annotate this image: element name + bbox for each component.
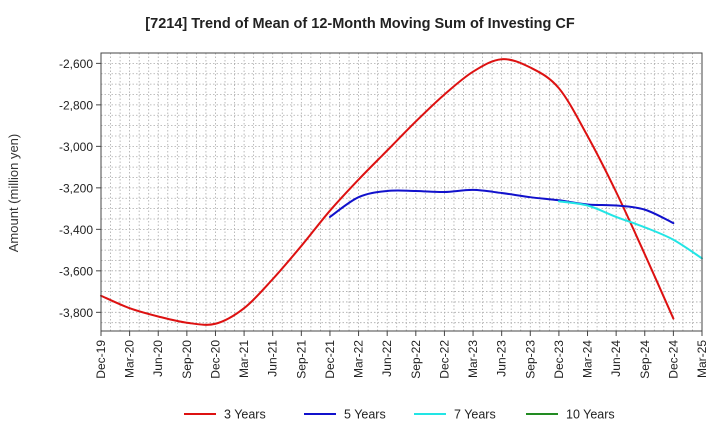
y-tick-label: -2,800 (59, 98, 93, 112)
x-tick-label: Mar-23 (466, 340, 480, 378)
y-tick-label: -3,400 (59, 223, 93, 237)
x-tick-label: Sep-24 (638, 340, 652, 379)
legend-label: 5 Years (344, 408, 386, 422)
x-tick-label: Dec-22 (437, 340, 451, 379)
y-tick-label: -3,200 (59, 181, 93, 195)
plot-area-frame (100, 52, 703, 332)
x-tick-label: Dec-23 (552, 340, 566, 379)
series-line-5-years (328, 188, 675, 225)
grid-lines (101, 53, 702, 331)
x-tick-label: Jun-22 (380, 340, 394, 377)
legend-label: 3 Years (224, 408, 266, 422)
y-tick-label: -3,800 (59, 306, 93, 320)
legend-label: 10 Years (566, 408, 615, 422)
x-tick-label: Mar-20 (123, 340, 137, 378)
x-tick-label: Dec-24 (666, 340, 680, 379)
x-tick-label: Mar-24 (581, 340, 595, 378)
legend-label: 7 Years (454, 408, 496, 422)
x-tick-label: Mar-25 (695, 340, 709, 378)
chart-title: [7214] Trend of Mean of 12-Month Moving … (145, 16, 575, 32)
x-tick-label: Jun-21 (266, 340, 280, 377)
x-tick-label: Dec-20 (208, 340, 222, 379)
y-tick-label: -3,600 (59, 264, 93, 278)
x-tick-label: Jun-20 (151, 340, 165, 377)
x-tick-label: Mar-21 (237, 340, 251, 378)
x-tick-label: Sep-20 (180, 340, 194, 379)
y-axis-label: Amount (million yen) (6, 134, 21, 253)
y-tick-label: -3,000 (59, 140, 93, 154)
legend: 3 Years 5 Years 7 Years 10 Years (184, 408, 615, 422)
x-tick-label: Sep-22 (409, 340, 423, 379)
x-tick-label: Sep-21 (294, 340, 308, 379)
y-tick-label: -2,600 (59, 57, 93, 71)
series-line-7-years (557, 200, 703, 260)
series-line-3-years (100, 58, 675, 326)
series-lines (100, 58, 703, 326)
x-tick-label: Dec-19 (94, 340, 108, 379)
y-axis-ticks: -2,600 -2,800 -3,000 -3,200 -3,400 -3,600 -3,8… (59, 57, 101, 320)
x-tick-label: Dec-21 (323, 340, 337, 379)
x-tick-label: Jun-23 (495, 340, 509, 377)
x-tick-label: Mar-22 (352, 340, 366, 378)
x-axis-ticks: Dec-19 Mar-20 Jun-20 Sep-20 Dec-20 Mar-21 Jun-… (94, 331, 709, 379)
x-tick-label: Sep-23 (523, 340, 537, 379)
x-tick-label: Jun-24 (609, 340, 623, 377)
